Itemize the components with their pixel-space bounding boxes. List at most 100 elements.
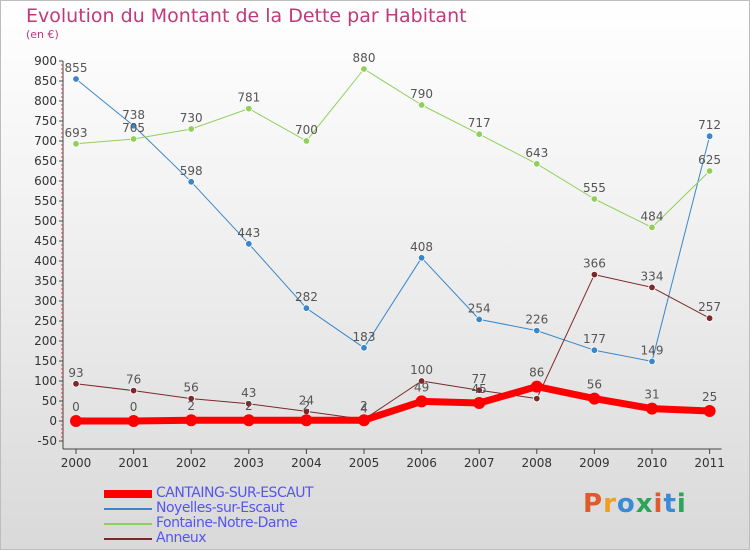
legend: CANTAING-SUR-ESCAUT Noyelles-sur-Escaut Fo… xyxy=(104,485,404,547)
data-label: 738 xyxy=(122,108,145,122)
legend-swatch xyxy=(104,538,152,540)
chart-unit: (en €) xyxy=(26,28,59,41)
data-label: 149 xyxy=(641,343,664,357)
data-label: 77 xyxy=(472,372,487,386)
data-label: 76 xyxy=(126,373,141,387)
data-label: 730 xyxy=(180,111,203,125)
data-point xyxy=(705,132,714,140)
x-tick-label: 2011 xyxy=(694,456,725,470)
y-tick-label: 700 xyxy=(34,134,57,148)
x-tick-label: 2008 xyxy=(522,456,553,470)
data-point xyxy=(245,400,253,408)
data-point xyxy=(72,380,80,388)
legend-item: Fontaine-Notre-Dame xyxy=(104,515,404,532)
data-label: 555 xyxy=(583,181,606,195)
x-tick-label: 2003 xyxy=(234,456,265,470)
data-label: 56 xyxy=(184,381,199,395)
data-point xyxy=(415,395,428,408)
data-label: 625 xyxy=(698,153,721,167)
data-label: 257 xyxy=(698,300,721,314)
legend-label: Noyelles-sur-Escaut xyxy=(156,500,285,516)
data-point xyxy=(360,344,368,352)
x-tick-label: 2009 xyxy=(579,456,610,470)
data-label: 2 xyxy=(303,399,311,413)
data-label: 717 xyxy=(468,116,491,130)
data-point xyxy=(185,414,198,427)
y-tick-label: 0 xyxy=(49,414,57,428)
data-point xyxy=(129,386,138,395)
data-label: 282 xyxy=(295,290,318,304)
data-point xyxy=(187,178,195,186)
data-point xyxy=(245,104,253,113)
x-tick-label: 2006 xyxy=(406,456,437,470)
data-point xyxy=(72,140,80,148)
data-label: 705 xyxy=(122,121,145,135)
data-label: 4 xyxy=(360,401,368,415)
x-tick-label: 2000 xyxy=(61,456,92,470)
data-label: 598 xyxy=(180,164,203,178)
data-label: 2 xyxy=(187,399,195,413)
legend-label: Anneux xyxy=(156,530,207,546)
data-label: 643 xyxy=(525,146,548,160)
x-tick-label: 2001 xyxy=(118,456,149,470)
x-tick-label: 2002 xyxy=(176,456,207,470)
data-point xyxy=(187,394,195,403)
legend-item: Noyelles-sur-Escaut xyxy=(104,500,404,517)
data-point xyxy=(646,402,658,415)
data-point xyxy=(302,304,311,312)
chart-title: Evolution du Montant de la Dette par Hab… xyxy=(26,5,467,27)
data-label: 183 xyxy=(353,330,376,344)
data-label: 43 xyxy=(241,386,256,400)
data-point xyxy=(590,346,599,354)
data-point xyxy=(590,270,599,279)
legend-swatch xyxy=(104,523,152,525)
y-tick-label: 500 xyxy=(34,214,57,228)
y-tick-label: 350 xyxy=(34,274,57,288)
data-label: 0 xyxy=(130,400,138,414)
data-label: 100 xyxy=(410,363,433,377)
data-label: 408 xyxy=(410,240,433,254)
data-point xyxy=(417,101,426,109)
data-point xyxy=(127,415,140,427)
legend-swatch xyxy=(104,490,152,498)
y-tick-label: 900 xyxy=(34,54,57,68)
data-point xyxy=(473,397,486,409)
data-point xyxy=(648,223,656,232)
data-point xyxy=(300,414,313,427)
legend-item: Anneux xyxy=(104,530,404,547)
y-tick-label: 550 xyxy=(34,194,57,208)
data-point xyxy=(475,315,483,324)
data-point xyxy=(533,326,541,335)
y-tick-label: 850 xyxy=(34,74,57,88)
y-tick-label: 150 xyxy=(34,354,57,368)
data-point xyxy=(590,195,599,203)
data-point xyxy=(360,65,368,73)
x-tick-label: 2010 xyxy=(637,456,668,470)
proxiti-logo: Proxiti xyxy=(583,489,687,519)
data-label: 855 xyxy=(65,61,88,75)
y-tick-label: 250 xyxy=(34,314,57,328)
x-tick-label: 2004 xyxy=(291,456,322,470)
data-point xyxy=(703,405,716,417)
data-point xyxy=(705,314,714,322)
series-line xyxy=(75,78,711,362)
data-point xyxy=(648,357,656,366)
data-point xyxy=(530,380,543,393)
data-label: 880 xyxy=(353,51,376,65)
data-point xyxy=(129,122,138,130)
data-point xyxy=(129,135,138,143)
data-label: 31 xyxy=(644,388,659,402)
data-point xyxy=(475,130,483,138)
data-label: 712 xyxy=(698,118,721,132)
data-label: 0 xyxy=(72,400,80,414)
series-line xyxy=(72,383,714,425)
data-point xyxy=(475,386,483,394)
x-tick-label: 2007 xyxy=(464,456,495,470)
data-label: 24 xyxy=(299,393,314,407)
y-tick-label: -50 xyxy=(37,434,57,448)
data-label: 86 xyxy=(529,366,544,380)
data-label: 2 xyxy=(360,399,368,413)
y-tick-label: 450 xyxy=(34,234,57,248)
y-tick-label: 800 xyxy=(34,94,57,108)
